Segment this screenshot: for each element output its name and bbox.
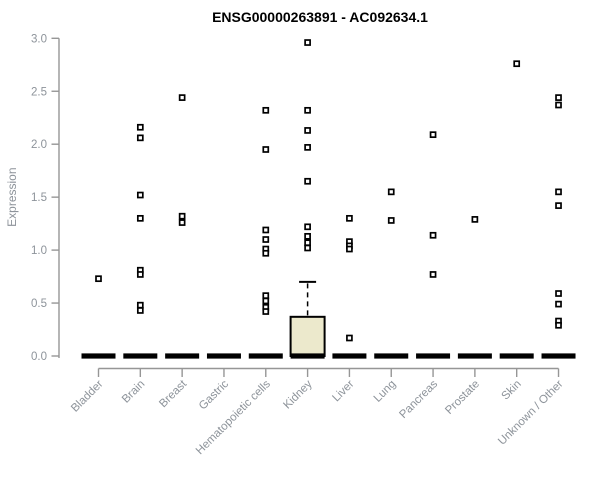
box [289,315,326,357]
x-tick-label: Liver [330,378,356,404]
x-tick-label: Hematopoietic cells [194,378,273,457]
outlier-point [513,60,521,68]
x-tick-label: Lung [372,378,399,405]
outlier-point [429,231,437,239]
median-bar [81,353,116,359]
outlier-point [346,245,353,253]
outlier-point [471,216,479,223]
outlier-point [555,202,562,209]
outlier-point [304,244,311,252]
outlier-point [555,188,562,196]
outlier-point [136,214,144,222]
outlier-point [346,214,353,222]
chart-title: ENSG00000263891 - AC092634.1 [212,9,428,25]
median-bar [541,353,576,359]
outlier-point [304,106,311,114]
median-bar [332,353,367,359]
outlier-point [387,188,395,196]
outlier-point [262,146,270,153]
x-tick-label: Kidney [281,378,315,412]
outlier-point [304,239,311,247]
y-tick-label: 2.5 [31,86,47,98]
y-tick-label: 2.0 [31,139,47,151]
outlier-point [136,191,144,199]
outlier-point [262,308,270,315]
outlier-point [555,101,562,109]
outlier-point [429,271,437,278]
median-bar [499,353,534,359]
outlier-point [178,212,186,220]
outlier-point [136,123,144,131]
y-axis-title: Expression [5,167,19,226]
outlier-point [262,249,270,257]
outlier-point [136,271,144,278]
median-bar [248,353,283,359]
median-bar [206,353,241,359]
median-bar [165,353,200,359]
x-tick-label: Gastric [197,378,231,412]
x-tick-label: Prostate [443,378,482,417]
outlier-point [262,106,270,114]
outlier-point [304,223,311,231]
outlier-point [95,275,102,283]
outlier-point [555,290,562,297]
outlier-point [387,217,395,224]
outlier-point [555,321,562,329]
outlier-point [304,177,311,185]
median-bar [290,353,325,359]
outlier-point [262,292,270,299]
x-tick-label: Skin [500,378,524,402]
outlier-point [178,219,186,226]
median-bar [374,353,409,359]
y-tick-label: 3.0 [31,33,47,45]
outlier-point [304,127,311,134]
outlier-point [304,39,311,46]
x-tick-label: Bladder [69,378,106,415]
outlier-point [346,334,353,342]
outlier-point [555,94,562,101]
outlier-point [262,297,270,305]
outlier-point [555,300,562,308]
y-tick-label: 1.0 [31,245,47,257]
outlier-point [136,301,144,309]
y-tick-label: 1.5 [31,192,47,204]
outlier-point [136,307,144,314]
outlier-point [262,236,270,243]
outlier-point [429,131,437,139]
median-bar [123,353,158,359]
x-tick-label: Breast [157,378,190,411]
x-tick-label: Pancreas [397,378,440,421]
y-tick-label: 0.0 [31,351,47,363]
y-tick-label: 0.5 [31,298,47,310]
outlier-point [136,134,144,142]
outlier-point [304,232,311,240]
median-bar [457,353,492,359]
median-bar [416,353,451,359]
outlier-point [178,94,186,101]
outlier-point [262,226,270,234]
outlier-point [304,144,311,151]
x-tick-label: Brain [120,378,147,405]
